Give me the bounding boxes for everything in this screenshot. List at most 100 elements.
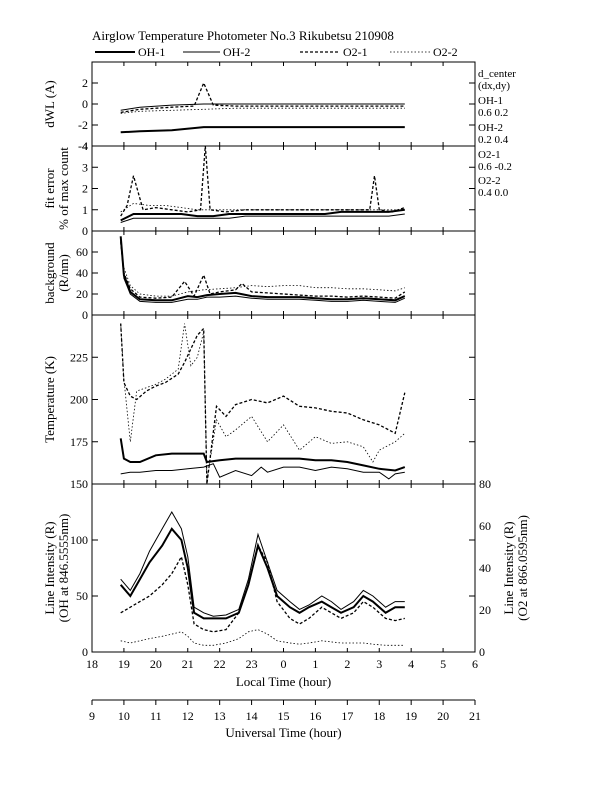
y-tick-label: 2 — [82, 76, 88, 90]
side-annotations: d_center (dx,dy) OH-1 0.6 0.2 OH-2 0.2 0… — [478, 68, 516, 199]
y-axis-label: Line Intensity (R) — [42, 521, 57, 614]
series-oh-2-line — [120, 463, 405, 480]
ut-tick-label: 11 — [150, 709, 162, 723]
o22-values: 0.4 0.0 — [478, 187, 509, 199]
ut-tick-label: 15 — [278, 709, 290, 723]
y-axis-label: background — [42, 242, 57, 304]
y-axis-label: fit error — [42, 168, 57, 209]
y-tick-label: 60 — [76, 245, 88, 259]
x-tick-label: 0 — [281, 657, 287, 671]
series-o2-1-line — [120, 323, 406, 484]
panel-2: 0 20 40 60 background (R/nm) — [42, 230, 476, 322]
x-tick-label: 1 — [312, 657, 318, 671]
series-o2-1-line — [120, 81, 405, 114]
series-o2-2-line — [120, 243, 405, 297]
oh1-values: 0.6 0.2 — [478, 107, 508, 119]
y-axis-label: Temperature (K) — [42, 356, 57, 443]
x-tick-label: 5 — [440, 657, 446, 671]
series-o2-2-line — [120, 107, 405, 114]
series-oh-2-line — [120, 213, 405, 223]
series-oh-1-line — [119, 527, 405, 620]
x-tick-label: 20 — [150, 657, 162, 671]
o21-note: O2-1 — [478, 149, 501, 161]
series-oh-1-line — [119, 236, 406, 302]
y-tick-label: 0 — [82, 224, 88, 238]
x-tick-label: 18 — [86, 657, 98, 671]
series-oh-2-line — [120, 103, 405, 111]
y-tick-label: 3 — [82, 160, 88, 174]
x-tick-label: 23 — [246, 657, 258, 671]
ut-tick-label: 12 — [182, 709, 194, 723]
x-tick-label: 4 — [408, 657, 414, 671]
panel-1: 0 1 2 3 4 fit error% of max count — [42, 139, 476, 238]
series-oh-1-line — [120, 208, 405, 222]
series-oh-2-line — [120, 510, 405, 617]
y-tick-label: 200 — [70, 393, 88, 407]
ut-tick-label: 21 — [469, 709, 481, 723]
oh2-note: OH-2 — [478, 122, 503, 134]
x-tick-label: 19 — [118, 657, 130, 671]
series-oh-2-line — [120, 239, 406, 303]
legend-o21-label: O2-1 — [343, 45, 368, 59]
y-tick-label: 2 — [82, 182, 88, 196]
x-tick-label: 22 — [214, 657, 226, 671]
y-tick-label: 40 — [76, 266, 88, 280]
y-tick-label: 0 — [82, 645, 88, 659]
x-tick-label: 2 — [344, 657, 350, 671]
ut-tick-label: 20 — [437, 709, 449, 723]
ut-tick-label: 18 — [373, 709, 385, 723]
y-axis-label: dWL (A) — [42, 80, 57, 128]
series-o2-1-line — [120, 543, 405, 633]
o22-note: O2-2 — [478, 175, 501, 187]
y-tick-label: 0 — [82, 308, 88, 322]
y-tick-label: 225 — [70, 350, 88, 364]
x-tick-label: 6 — [472, 657, 478, 671]
y2-tick-label: 60 — [479, 519, 491, 533]
legend: OH-1 OH-2 O2-1 O2-2 — [95, 45, 458, 59]
y-axis-label-2: % of max count — [56, 147, 71, 230]
ut-tick-label: 17 — [341, 709, 353, 723]
ut-tick-label: 19 — [405, 709, 417, 723]
o21-values: 0.6 -0.2 — [478, 161, 512, 173]
dxdy-label: (dx,dy) — [478, 80, 510, 92]
y-tick-label: 150 — [70, 477, 88, 491]
series-o2-1-line — [120, 241, 406, 299]
y-tick-label: 50 — [76, 589, 88, 603]
y2-axis-label-2: (O2 at 866.0595nm) — [515, 515, 530, 621]
series-o2-2-line — [120, 323, 406, 481]
legend-oh1-label: OH-1 — [138, 45, 165, 59]
y2-tick-label: 20 — [479, 603, 491, 617]
series-o2-1-line — [120, 146, 406, 217]
y2-tick-label: 0 — [479, 645, 485, 659]
y2-tick-label: 80 — [479, 477, 491, 491]
y2-tick-label: 40 — [479, 561, 491, 575]
y-tick-label: 1 — [82, 203, 88, 217]
x-tick-label: 21 — [182, 657, 194, 671]
y-tick-label: -2 — [78, 118, 88, 132]
panel-3: 150 175 200 225 Temperature (K) — [42, 314, 476, 491]
y-axis-label-2: (R/nm) — [56, 254, 71, 292]
series-oh-1-line — [120, 126, 405, 134]
ut-tick-label: 14 — [246, 709, 258, 723]
legend-oh2-label: OH-2 — [223, 45, 250, 59]
ut-tick-label: 13 — [214, 709, 226, 723]
y-tick-label: 0 — [82, 97, 88, 111]
y-tick-label: 20 — [76, 287, 88, 301]
y2-axis-label: Line Intensity (R) — [501, 521, 516, 614]
figure-title: Airglow Temperature Photometer No.3 Riku… — [92, 28, 394, 43]
y-tick-label: 175 — [70, 435, 88, 449]
y-tick-label: -4 — [78, 139, 88, 153]
panel-0: -4 -2 0 2 dWL (A) — [42, 61, 476, 153]
d-center-label: d_center — [478, 68, 516, 80]
ut-tick-label: 16 — [309, 709, 321, 723]
series-o2-2-line — [120, 629, 405, 646]
oh1-note: OH-1 — [478, 95, 503, 107]
ut-axis-label: Universal Time (hour) — [225, 725, 341, 740]
y-axis-label-2: (OH at 846.5555nm) — [56, 514, 71, 623]
x-tick-label: 3 — [376, 657, 382, 671]
oh2-values: 0.2 0.4 — [478, 134, 509, 146]
y-tick-label: 100 — [70, 533, 88, 547]
